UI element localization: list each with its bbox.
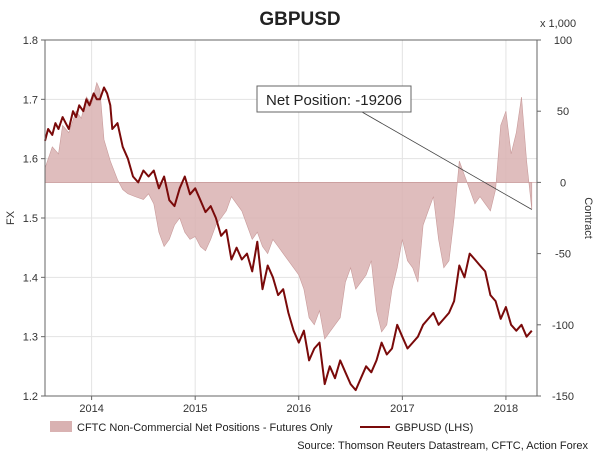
left-tick-label: 1.2 [23,391,38,403]
legend-swatch-cftc [50,421,72,432]
annotation-box [256,85,412,113]
right-tick-label: -100 [552,320,574,332]
net-position-annotation: Net Position: -19206 [256,85,532,210]
left-tick-label: 1.7 [23,94,38,106]
right-axis-unit: x 1,000 [540,18,576,30]
gbpusd-line-layer [44,86,533,392]
left-tick-label: 1.8 [23,35,38,47]
legend: CFTC Non-Commercial Net Positions - Futu… [50,421,473,434]
annotation-leader-line [361,111,532,210]
right-tick-label: -150 [552,391,574,403]
left-axis-ticks: 1.8 1.7 1.6 1.5 1.4 1.3 1.2 [23,35,45,403]
x-axis-ticks: 2014 2015 2016 2017 2018 [79,396,518,415]
left-tick-label: 1.6 [23,154,38,166]
left-axis-label: FX [5,210,17,225]
left-tick-label: 1.5 [23,213,38,225]
legend-label-cftc: CFTC Non-Commercial Net Positions - Futu… [77,422,333,434]
right-tick-label: 100 [554,35,572,47]
left-tick-label: 1.4 [23,272,38,284]
cftc-area [44,81,533,340]
x-tick-label: 2015 [183,403,207,415]
right-axis-ticks: 100 50 0 -50 -100 -150 [537,35,574,403]
chart-title: GBPUSD [259,9,340,30]
annotation-text: Net Position: -19206 [266,92,402,109]
x-tick-label: 2016 [287,403,311,415]
gbpusd-line [44,86,533,392]
left-tick-label: 1.3 [23,332,38,344]
x-tick-label: 2014 [79,403,103,415]
right-axis-label: Contract [582,197,594,239]
right-tick-label: 50 [557,106,569,118]
legend-label-gbpusd: GBPUSD (LHS) [395,422,473,434]
source-note: Source: Thomson Reuters Datastream, CFTC… [297,440,588,452]
right-tick-label: 0 [560,177,566,189]
x-tick-label: 2018 [494,403,518,415]
right-tick-label: -50 [555,249,571,261]
x-tick-label: 2017 [390,403,414,415]
cftc-area-layer [44,81,537,340]
